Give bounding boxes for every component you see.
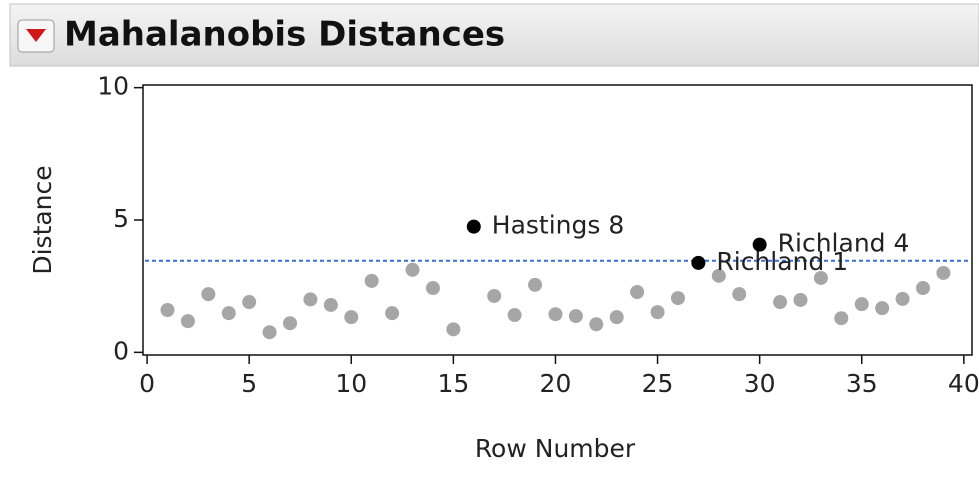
point (487, 288, 502, 303)
point-label: Hastings 8 (492, 211, 624, 240)
point (936, 265, 951, 280)
point (180, 314, 195, 329)
x-tick-label: 35 (846, 369, 878, 398)
x-tick-label: 5 (241, 369, 257, 398)
y-tick-label: 10 (97, 72, 129, 101)
chart-title: Mahalanobis Distances (64, 15, 505, 55)
point (915, 281, 930, 296)
point (752, 237, 767, 252)
x-tick-label: 20 (540, 369, 572, 398)
x-tick-label: 25 (642, 369, 674, 398)
y-tick-label: 0 (113, 336, 129, 365)
point (344, 310, 359, 325)
point (773, 295, 788, 310)
point-label: Richland 4 (778, 229, 910, 258)
point (323, 297, 338, 312)
point (793, 292, 808, 307)
point (589, 317, 604, 332)
point (160, 303, 175, 317)
point (670, 291, 685, 306)
point (711, 268, 726, 283)
x-tick-label: 40 (948, 369, 979, 398)
y-tick-label: 5 (113, 204, 129, 233)
point (262, 325, 277, 340)
point (895, 291, 910, 306)
point (466, 219, 481, 234)
point (834, 311, 849, 326)
menu-button[interactable] (17, 19, 55, 53)
point (242, 295, 257, 310)
point (650, 305, 665, 320)
point (568, 309, 583, 324)
point (425, 281, 440, 296)
point (201, 287, 216, 302)
point-label: Richland 1 (716, 247, 848, 276)
point (630, 285, 645, 299)
point (221, 306, 236, 321)
point (691, 255, 706, 270)
point (732, 287, 747, 302)
point (303, 292, 318, 307)
point (548, 307, 563, 322)
point (528, 277, 543, 292)
point (813, 270, 828, 285)
x-tick-label: 30 (744, 369, 776, 398)
point (854, 297, 869, 312)
point (364, 273, 379, 288)
point (875, 301, 890, 316)
x-tick-label: 10 (335, 369, 367, 398)
y-axis-title: Distance (28, 165, 57, 274)
point (405, 262, 420, 277)
point (283, 316, 298, 331)
x-axis-title: Row Number (475, 434, 636, 463)
x-tick-label: 15 (437, 369, 469, 398)
x-tick-label: 0 (139, 369, 155, 398)
point (385, 306, 400, 321)
point (446, 322, 461, 337)
point (609, 310, 624, 325)
point (507, 308, 522, 323)
header-bar (9, 3, 979, 67)
